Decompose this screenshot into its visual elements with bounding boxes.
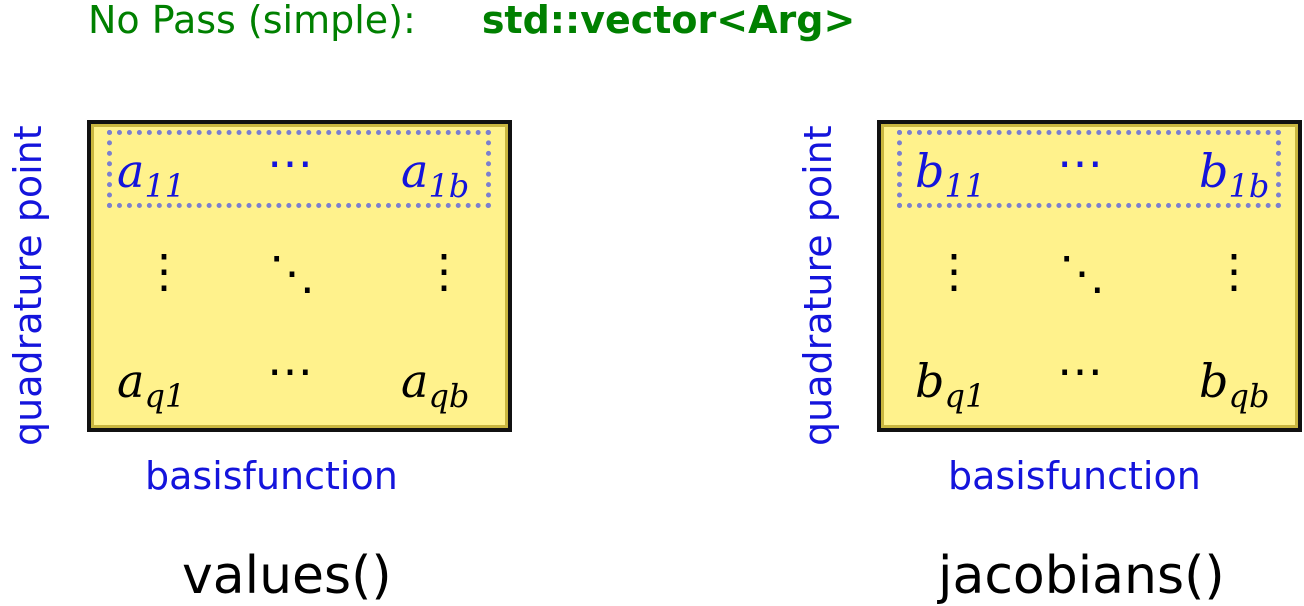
title-label: No Pass (simple): bbox=[88, 0, 416, 42]
left-cell-1b-sub: 1b bbox=[428, 167, 470, 205]
right-cell-11-sub: 11 bbox=[944, 167, 986, 205]
right-x-axis-label: basisfunction bbox=[948, 454, 1201, 498]
right-matrix-panel: b11 ⋯ b1b ⋮ ⋱ ⋮ bq1 ⋯ bqb bbox=[877, 120, 1302, 432]
left-cell-qb-sub: qb bbox=[428, 377, 470, 415]
left-col1-vdots: ⋮ bbox=[141, 244, 187, 298]
right-cell-1b-sub: 1b bbox=[1228, 167, 1270, 205]
left-matrix-panel: a11 ⋯ a1b ⋮ ⋱ ⋮ aq1 ⋯ aqb bbox=[87, 120, 512, 432]
right-ddots: ⋱ bbox=[1059, 246, 1105, 300]
right-cell-qb: bqb bbox=[1199, 354, 1269, 412]
right-cell-q1: bq1 bbox=[915, 354, 985, 412]
left-cell-1b: a1b bbox=[401, 144, 469, 202]
right-cell-q1-sub: q1 bbox=[944, 377, 986, 415]
left-cell-11-base: a bbox=[117, 144, 145, 198]
right-cell-q1-base: b bbox=[915, 354, 945, 408]
left-cell-11-sub: 11 bbox=[144, 167, 186, 205]
right-cell-1b-base: b bbox=[1199, 144, 1229, 198]
diagram-title: No Pass (simple): std::vector<Arg> bbox=[88, 0, 855, 42]
right-cell-1b: b1b bbox=[1199, 144, 1269, 202]
left-first-row-highlight bbox=[107, 130, 491, 208]
right-y-axis-label: quadrature point bbox=[796, 125, 840, 446]
title-code: std::vector<Arg> bbox=[481, 0, 856, 42]
right-colb-vdots: ⋮ bbox=[1211, 244, 1257, 298]
left-cell-1b-base: a bbox=[401, 144, 429, 198]
right-cell-11-base: b bbox=[915, 144, 945, 198]
left-cell-11: a11 bbox=[117, 144, 185, 202]
left-x-axis-label: basisfunction bbox=[145, 454, 398, 498]
right-first-row-highlight bbox=[897, 130, 1281, 208]
right-cell-qb-base: b bbox=[1199, 354, 1229, 408]
left-cell-q1-sub: q1 bbox=[144, 377, 186, 415]
right-cell-qb-sub: qb bbox=[1228, 377, 1270, 415]
left-cell-q1: aq1 bbox=[117, 354, 185, 412]
left-ddots: ⋱ bbox=[269, 246, 315, 300]
right-rowq-hdots: ⋯ bbox=[1057, 344, 1103, 398]
left-cell-qb: aqb bbox=[401, 354, 469, 412]
left-row1-hdots: ⋯ bbox=[267, 136, 313, 190]
left-colb-vdots: ⋮ bbox=[421, 244, 467, 298]
right-function-label: jacobians() bbox=[938, 546, 1225, 606]
left-y-axis-label: quadrature point bbox=[6, 125, 50, 446]
right-col1-vdots: ⋮ bbox=[931, 244, 977, 298]
left-cell-qb-base: a bbox=[401, 354, 429, 408]
left-rowq-hdots: ⋯ bbox=[267, 344, 313, 398]
right-row1-hdots: ⋯ bbox=[1057, 136, 1103, 190]
left-cell-q1-base: a bbox=[117, 354, 145, 408]
right-cell-11: b11 bbox=[915, 144, 985, 202]
left-function-label: values() bbox=[182, 546, 392, 606]
